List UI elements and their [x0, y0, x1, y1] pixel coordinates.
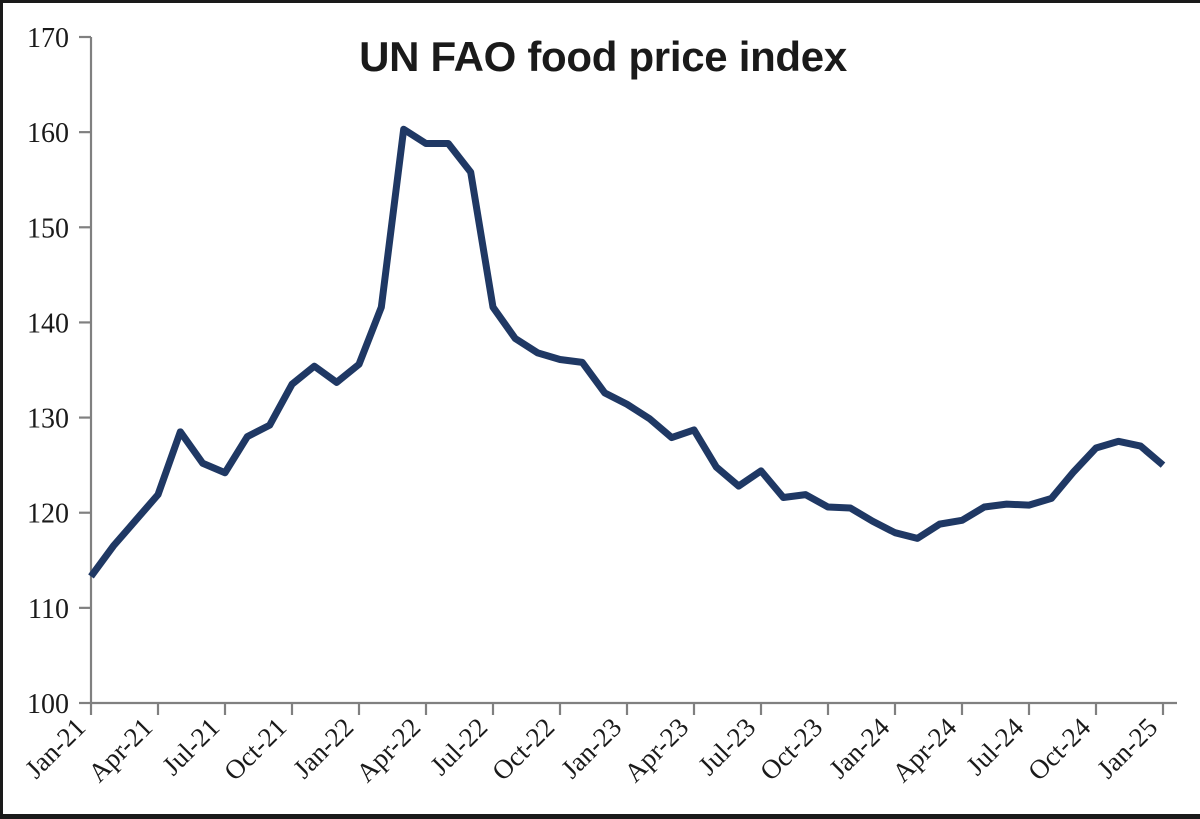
x-tick-label: Jan-21 [19, 712, 91, 784]
line-chart: UN FAO food price index 1001101201301401… [19, 23, 1177, 788]
y-tick-label: 120 [27, 499, 69, 530]
x-axis-ticks: Jan-21Apr-21Jul-21Oct-21Jan-22Apr-22Jul-… [19, 703, 1165, 788]
x-tick-label: Oct-22 [486, 712, 560, 786]
x-tick-label: Jul-23 [692, 712, 761, 781]
x-tick-label: Apr-22 [350, 712, 426, 788]
y-tick-label: 100 [27, 689, 69, 720]
x-tick-label: Apr-21 [82, 712, 158, 788]
x-tick-label: Oct-23 [754, 712, 828, 786]
y-tick-label: 170 [27, 23, 69, 54]
series-line-food-price-index [88, 125, 1166, 579]
x-tick-label: Jan-25 [1091, 712, 1163, 784]
x-tick-label: Apr-23 [618, 712, 694, 788]
x-tick-label: Apr-24 [886, 712, 962, 788]
x-tick-label: Jan-22 [287, 712, 359, 784]
x-tick-label: Jul-21 [156, 712, 225, 781]
y-tick-label: 130 [27, 404, 69, 435]
x-tick-label: Jan-23 [555, 712, 627, 784]
data-series-group [88, 125, 1166, 579]
x-tick-label: Jul-22 [424, 712, 493, 781]
y-tick-label: 110 [28, 594, 69, 625]
chart-title: UN FAO food price index [359, 33, 848, 80]
y-axis-ticks: 100 110 120 130 140 150 160 170 [27, 23, 91, 720]
x-tick-label: Jul-24 [960, 712, 1029, 781]
x-tick-label: Oct-21 [218, 712, 292, 786]
y-tick-label: 150 [27, 213, 69, 244]
x-tick-label: Jan-24 [823, 712, 895, 784]
x-tick-label: Oct-24 [1022, 712, 1097, 787]
y-tick-label: 160 [27, 118, 69, 149]
y-tick-label: 140 [27, 308, 69, 339]
